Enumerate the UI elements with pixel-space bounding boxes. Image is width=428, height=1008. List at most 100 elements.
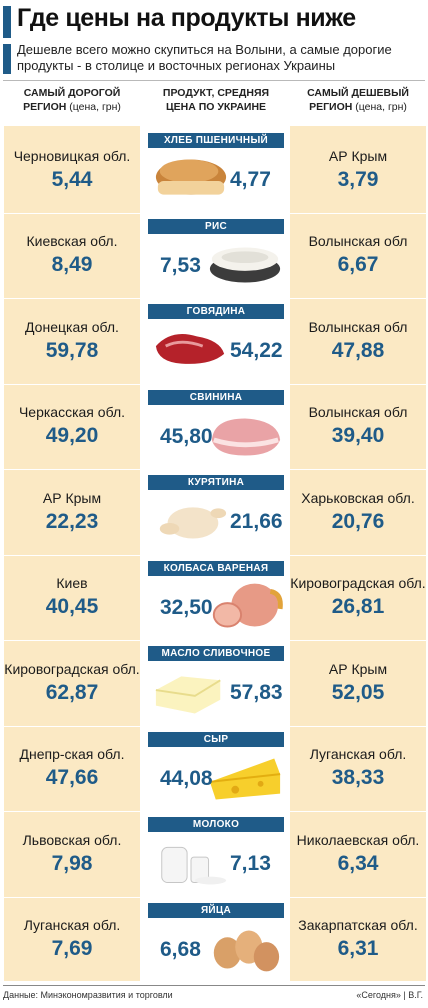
row-separator <box>4 640 140 641</box>
credit-note: «Сегодня» | В.Г. <box>356 990 423 1000</box>
average-price: 7,13 <box>230 852 271 875</box>
min-region-cell: Кировоградская обл. 26,81 <box>290 556 426 640</box>
min-region-cell: АР Крым 52,05 <box>290 641 426 725</box>
rice-icon <box>206 239 284 291</box>
max-region-name: Киев <box>56 575 88 591</box>
min-region-name: Луганская обл. <box>309 746 407 762</box>
row-separator <box>4 469 140 470</box>
min-region-name: Волынская обл <box>308 233 408 249</box>
max-region-cell: Киев 40,45 <box>4 556 140 640</box>
max-region-cell: Кировоградская обл. 62,87 <box>4 641 140 725</box>
pork-icon <box>206 410 284 462</box>
max-region-price: 59,78 <box>45 338 99 362</box>
min-region-price: 39,40 <box>331 424 385 447</box>
max-region-name: Киевская обл. <box>26 233 118 249</box>
average-price: 4,77 <box>230 168 271 191</box>
header-divider <box>3 80 425 81</box>
max-region-cell: АР Крым 22,23 <box>4 470 140 554</box>
min-region-cell: Харьковская обл. 20,76 <box>290 470 426 554</box>
max-region-name: Днепр-ская обл. <box>19 746 125 762</box>
max-region-price: 47,66 <box>45 766 99 789</box>
milk-icon <box>152 837 230 889</box>
min-region-cell: Волынская обл 6,67 <box>290 214 426 298</box>
max-region-column <box>4 126 140 981</box>
max-region-cell: Черновицкая обл. 5,44 <box>4 128 140 212</box>
max-region-name: Кировоградская обл. <box>4 660 140 677</box>
product-label: РИС <box>148 218 284 234</box>
row-separator <box>290 383 426 385</box>
column-header-min-unit: (цена, грн) <box>355 101 407 113</box>
product-label: ХЛЕБ ПШЕНИЧНЫЙ <box>148 133 284 148</box>
max-region-cell: Днепр-ская обл. 47,66 <box>4 727 140 811</box>
max-region-cell: Киевская обл. 8,49 <box>4 214 140 298</box>
average-price: 57,83 <box>230 681 283 704</box>
max-region-price: 22,23 <box>45 509 99 533</box>
max-region-price: 8,49 <box>51 253 93 276</box>
column-header-max-unit: (цена, грн) <box>69 101 121 113</box>
column-header-avg: ПРОДУКТ, СРЕДНЯЯ ЦЕНА ПО УКРАИНЕ <box>148 86 284 114</box>
product-label: СЫР <box>148 731 284 747</box>
row-separator <box>290 725 426 727</box>
source-note: Данные: Минэкономразвития и торговли <box>3 990 173 1000</box>
average-price: 6,68 <box>160 937 201 961</box>
product-label: КОЛБАСА ВАРЕНАЯ <box>148 560 284 576</box>
row-separator <box>4 725 140 727</box>
average-price: 45,80 <box>160 424 213 448</box>
max-region-price: 5,44 <box>51 167 93 191</box>
min-region-price: 6,67 <box>337 253 379 276</box>
min-region-cell: Волынская обл 47,88 <box>290 299 426 383</box>
row-separator <box>290 896 426 898</box>
beef-icon <box>152 324 230 376</box>
min-region-cell: Волынская обл 39,40 <box>290 385 426 469</box>
min-region-name: Кировоградская обл. <box>290 575 426 591</box>
min-region-price: 3,79 <box>337 167 379 191</box>
max-region-price: 49,20 <box>45 424 99 447</box>
min-region-name: Николаевская обл. <box>296 831 420 848</box>
min-region-name: Волынская обл <box>308 318 408 335</box>
min-region-price: 47,88 <box>331 338 385 362</box>
min-region-name: АР Крым <box>328 147 388 164</box>
min-region-price: 38,33 <box>331 766 385 789</box>
min-region-cell: Закарпатская обл. 6,31 <box>290 898 426 982</box>
chicken-icon <box>152 495 230 547</box>
max-region-name: Донецкая обл. <box>25 318 119 335</box>
min-region-price: 52,05 <box>331 680 385 704</box>
max-region-name: АР Крым <box>42 489 102 506</box>
average-price: 54,22 <box>230 339 283 362</box>
min-region-price: 26,81 <box>331 595 385 618</box>
min-region-name: Волынская обл <box>308 404 408 420</box>
row-separator <box>4 554 140 556</box>
row-separator <box>290 469 426 470</box>
max-region-name: Черкасская обл. <box>18 404 126 420</box>
average-price: 21,66 <box>230 510 283 533</box>
row-separator <box>4 896 140 898</box>
page-title: Где цены на продукты ниже <box>17 4 356 32</box>
min-region-name: Закарпатская обл. <box>298 917 418 933</box>
max-region-price: 7,98 <box>51 851 93 875</box>
max-region-price: 40,45 <box>45 595 99 618</box>
eggs-icon <box>206 923 284 975</box>
column-header-min-line1: САМЫЙ ДЕШЕВЫЙ <box>307 87 409 99</box>
row-separator <box>290 298 426 299</box>
column-header-max: САМЫЙ ДОРОГОЙ РЕГИОН (цена, грн) <box>4 86 140 114</box>
product-label: СВИНИНА <box>148 389 284 405</box>
row-separator <box>4 298 140 299</box>
min-region-cell: Николаевская обл. 6,34 <box>290 812 426 896</box>
min-region-price: 6,31 <box>337 937 379 960</box>
min-region-cell: АР Крым 3,79 <box>290 128 426 212</box>
max-region-cell: Луганская обл. 7,69 <box>4 898 140 982</box>
subtitle-accent-bar <box>3 44 11 74</box>
column-header-avg-line1: ПРОДУКТ, СРЕДНЯЯ <box>162 87 270 99</box>
row-separator <box>290 554 426 556</box>
min-region-name: АР Крым <box>328 660 388 677</box>
column-header-min: САМЫЙ ДЕШЕВЫЙ РЕГИОН (цена, грн) <box>290 86 426 114</box>
row-separator <box>4 383 140 385</box>
product-label: КУРЯТИНА <box>148 475 284 490</box>
max-region-name: Луганская обл. <box>23 917 121 933</box>
row-separator <box>290 640 426 641</box>
title-accent-bar <box>3 6 11 38</box>
average-price: 7,53 <box>160 253 201 277</box>
sausage-icon <box>206 581 284 633</box>
row-separator <box>4 811 140 812</box>
average-price: 44,08 <box>160 766 213 790</box>
